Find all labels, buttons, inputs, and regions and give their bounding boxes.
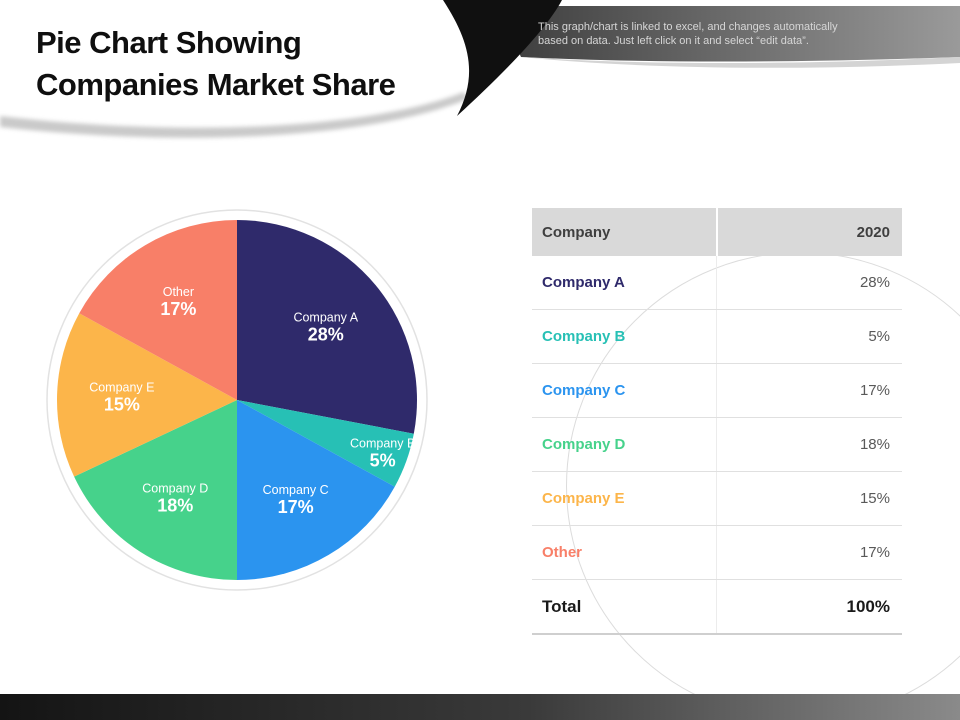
pie-slice-company-d[interactable] bbox=[74, 400, 237, 580]
company-name: Company D bbox=[532, 418, 717, 471]
pie-slice-company-b[interactable] bbox=[237, 400, 414, 487]
total-value: 100% bbox=[846, 596, 890, 616]
excel-note-line2: based on data. Just left click on it and… bbox=[538, 35, 809, 47]
page-title-line2: Companies Market Share bbox=[36, 67, 396, 102]
company-share: 17% bbox=[859, 382, 890, 399]
pie-slice-company-c[interactable] bbox=[237, 400, 395, 580]
black-swoosh bbox=[443, 0, 562, 116]
company-share: 17% bbox=[859, 544, 890, 561]
pie-chart[interactable]: Company A 28% Company B 5% Company C 17% Compa… bbox=[37, 200, 437, 600]
pie-chart-svg[interactable]: Company A 28% Company B 5% Company C 17% Compa… bbox=[37, 200, 437, 600]
note-band bbox=[497, 6, 960, 62]
table-header-row: Company 2020 bbox=[532, 208, 902, 256]
table-row: Company D 18% bbox=[532, 418, 902, 472]
company-name: Company B bbox=[532, 310, 717, 363]
table-row: Other 17% bbox=[532, 526, 902, 580]
table-total-row: Total 100% bbox=[532, 580, 902, 635]
pie-slice-label: Company A 28% bbox=[293, 311, 358, 345]
page-title: Pie Chart Showing Companies Market Share bbox=[36, 22, 396, 106]
title-shadow-curve bbox=[0, 92, 468, 138]
band-fold bbox=[521, 57, 960, 68]
data-table: Company 2020 Company A 28% Company B 5% Comp… bbox=[532, 208, 902, 635]
pie-slice-company-e[interactable] bbox=[56, 313, 237, 477]
table-body: Company A 28% Company B 5% Company C 17% Compa… bbox=[532, 256, 902, 580]
company-name: Other bbox=[532, 526, 717, 579]
company-share: 5% bbox=[868, 328, 890, 345]
header-year: 2020 bbox=[856, 223, 890, 241]
excel-note-line1: This graph/chart is linked to excel, and… bbox=[538, 21, 838, 33]
pie-slice-label: Other 17% bbox=[160, 285, 196, 319]
total-label: Total bbox=[532, 580, 717, 633]
header-decoration bbox=[0, 0, 960, 138]
footer-bar bbox=[0, 694, 960, 720]
header-company: Company bbox=[532, 208, 718, 256]
company-name: Company E bbox=[532, 472, 717, 525]
table-row: Company B 5% bbox=[532, 310, 902, 364]
pie-slice-label: Company D 18% bbox=[142, 481, 208, 515]
table-row: Company A 28% bbox=[532, 256, 902, 310]
pie-outer-ring bbox=[46, 209, 428, 591]
excel-note: This graph/chart is linked to excel, and… bbox=[538, 20, 928, 48]
pie-slice-label: Company B 5% bbox=[350, 436, 415, 470]
company-share: 18% bbox=[859, 436, 890, 453]
company-name: Company A bbox=[532, 256, 717, 309]
company-name: Company C bbox=[532, 364, 717, 417]
pie-slice-other[interactable] bbox=[79, 220, 237, 400]
company-share: 15% bbox=[859, 490, 890, 507]
table-row: Company C 17% bbox=[532, 364, 902, 418]
pie-slice-company-a[interactable] bbox=[237, 220, 417, 434]
company-share: 28% bbox=[859, 274, 890, 291]
page-title-line1: Pie Chart Showing bbox=[36, 25, 302, 60]
table-row: Company E 15% bbox=[532, 472, 902, 526]
pie-slice-label: Company E 15% bbox=[89, 380, 154, 414]
pie-slice-label: Company C 17% bbox=[263, 483, 329, 517]
